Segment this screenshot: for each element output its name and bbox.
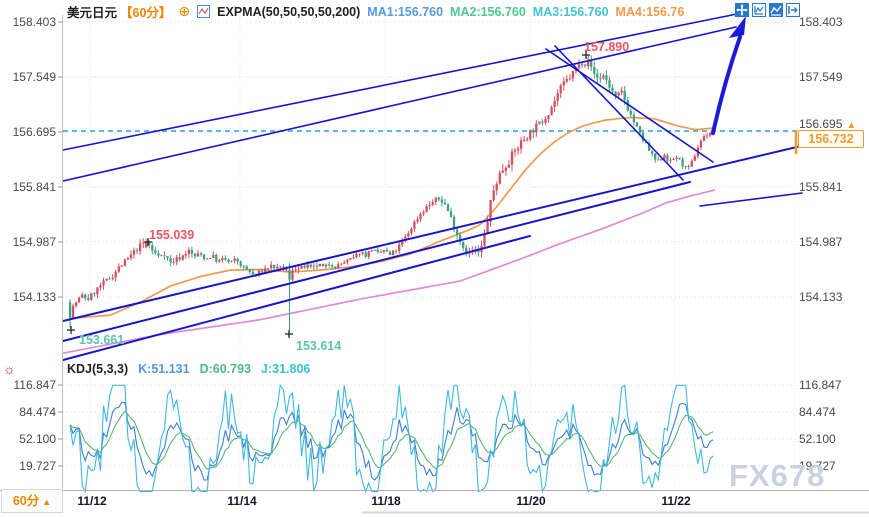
indicator-chart-icon[interactable]: [197, 5, 211, 18]
kdj-d-value: D:60.793: [199, 362, 252, 376]
kdj-title: KDJ(5,3,3): [67, 362, 129, 376]
indicator-settings-icon[interactable]: ☼: [3, 361, 16, 377]
kdj-header: KDJ(5,3,3) K:51.131 D:60.793 J:31.806: [67, 362, 310, 376]
ma2-value: MA2:156.760: [450, 4, 526, 19]
timeframe-selector[interactable]: 60分 ▲: [1, 489, 63, 513]
timeframe-up-arrow-icon: ▲: [42, 497, 52, 507]
chart-toolbar: [735, 3, 800, 17]
current-price-tag: 156.732: [798, 130, 864, 148]
kdj-j-value: J:31.806: [261, 362, 311, 376]
axes-chart-icon[interactable]: [752, 3, 766, 17]
symbol-name: 美元日元: [67, 6, 118, 20]
ma4-value: MA4:156.76: [615, 4, 685, 19]
add-indicator-icon[interactable]: ⊕: [178, 3, 191, 19]
current-price-value: 156.732: [808, 132, 854, 146]
export-panel-icon[interactable]: [786, 3, 800, 17]
ma1-value: MA1:156.760: [367, 4, 444, 19]
line-chart-icon[interactable]: [769, 3, 783, 17]
timeframe-label: 【60分】: [120, 6, 172, 20]
timeframe-selector-label: 60分: [12, 494, 40, 508]
kdj-k-value: K:51.131: [138, 362, 190, 376]
watermark: FX678: [729, 458, 826, 493]
indicator-name: EXPMA(50,50,50,50,200): [217, 4, 361, 19]
chart-header: 美元日元 【60分】 ⊕ EXPMA(50,50,50,50,200) MA1:1…: [67, 2, 684, 21]
ma3-value: MA3:156.760: [532, 4, 609, 19]
pan-tool-icon[interactable]: [735, 3, 749, 17]
